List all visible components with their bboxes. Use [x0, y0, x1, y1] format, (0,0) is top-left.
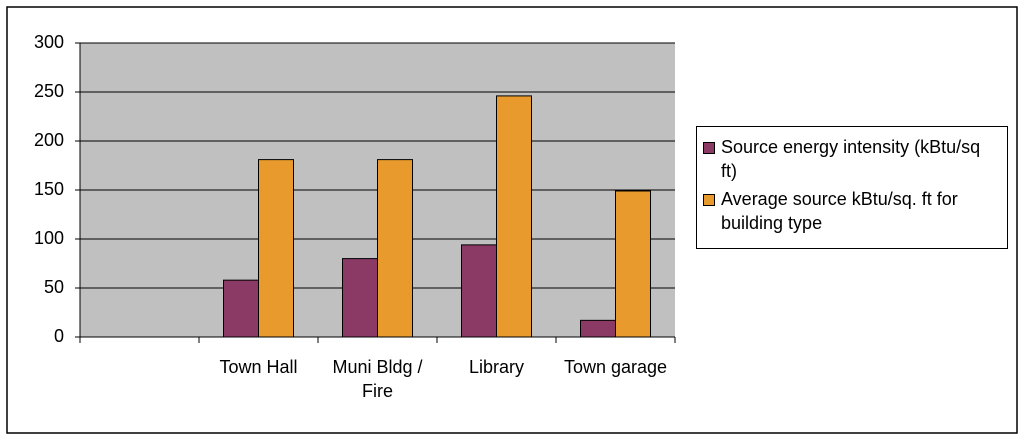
bar: [377, 159, 413, 338]
legend-item: Average source kBtu/sq. ft for building …: [703, 187, 1001, 235]
bar: [258, 159, 294, 338]
legend: Source energy intensity (kBtu/sq ft) Aver…: [696, 126, 1008, 249]
legend-label: Average source kBtu/sq. ft for building …: [721, 189, 958, 233]
bar: [615, 190, 651, 338]
x-tick-label: Muni Bldg / Fire: [332, 357, 423, 401]
legend-label: Source energy intensity (kBtu/sq ft): [721, 137, 981, 181]
x-tick-label: Library: [468, 357, 525, 377]
legend-item: Source energy intensity (kBtu/sq ft): [703, 135, 1001, 183]
legend-swatch: [703, 142, 715, 154]
bar: [461, 244, 497, 338]
y-tick-label: 0: [54, 326, 64, 346]
x-tick-label: Town garage: [563, 357, 668, 377]
y-tick-label: 100: [34, 228, 64, 248]
y-tick-label: 200: [34, 130, 64, 150]
y-tick-label: 150: [34, 179, 64, 199]
y-tick-label: 300: [34, 32, 64, 52]
y-tick-label: 250: [34, 81, 64, 101]
bar: [223, 279, 259, 338]
legend-swatch: [703, 194, 715, 206]
bar: [342, 258, 378, 338]
bar: [496, 95, 532, 338]
bar: [580, 319, 616, 338]
y-tick-label: 50: [44, 277, 64, 297]
x-tick-label: Town Hall: [219, 357, 298, 377]
